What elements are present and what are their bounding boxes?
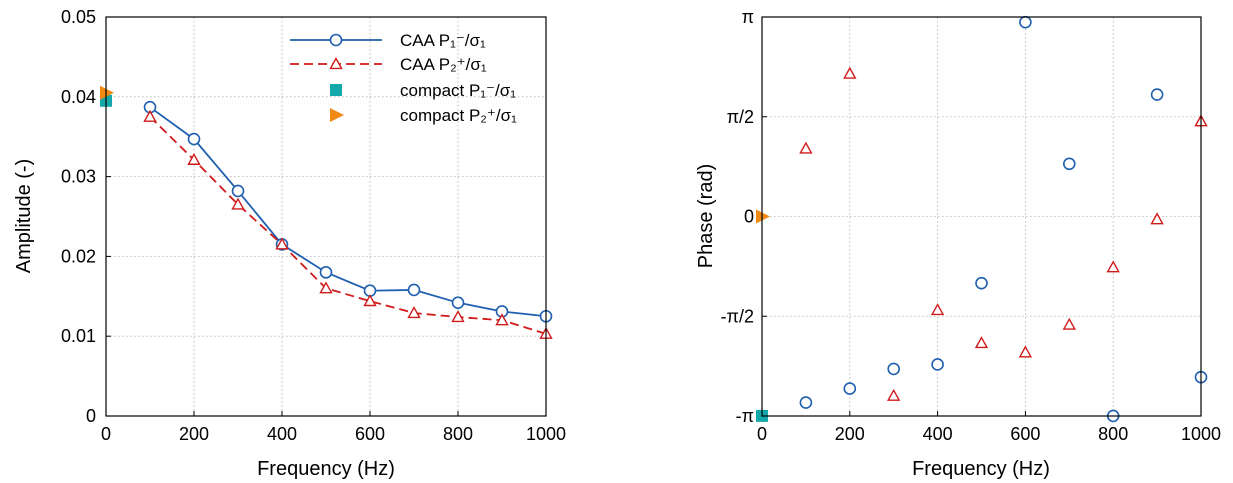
phase-caa-p2-marker [1062,317,1076,330]
phase-caa-p2-marker [799,141,813,154]
amplitude-caa-p2-marker [319,281,333,294]
phase-x-tick-label: 0 [757,424,767,444]
amplitude-x-tick-label: 800 [443,424,473,444]
amplitude-x-tick-label: 0 [101,424,111,444]
phase-chart: 0 200 400 600 800 1000 -π -π/2 0 π/2 π Frequency (… [695,7,1221,480]
amplitude-series [100,85,553,339]
phase-caa-p1-marker [887,362,901,376]
legend-compact-p1-marker [330,84,342,96]
phase-caa-p2-marker [1150,212,1164,225]
legend-caa-p1-marker [329,33,343,47]
phase-y-tick-label: 0 [744,207,754,227]
phase-caa-p2-marker [1106,260,1120,273]
amplitude-x-tick-label: 400 [267,424,297,444]
phase-y-tick-label: -π/2 [721,306,754,326]
phase-y-axis-label: Phase (rad) [695,164,717,269]
legend-entry-label: compact P₂⁺/σ₁ [400,106,517,125]
phase-compact-p2-marker [756,209,770,224]
amplitude-caa-p2-marker [231,197,245,210]
amplitude-caa-p2-marker [407,306,421,319]
amplitude-x-tick-label: 1000 [526,424,566,444]
phase-caa-p1-marker [1019,15,1032,29]
legend-entry-label: CAA P₂⁺/σ₁ [400,55,487,74]
phase-x-tick-label: 600 [1010,424,1040,444]
amplitude-caa-p2-marker [495,313,509,326]
amplitude-caa-p2-line [149,116,547,335]
phase-caa-p1-marker [799,396,813,409]
amplitude-compact-p2-marker [100,85,114,100]
amplitude-ticks: 0 200 400 600 800 1000 0 0.01 0.02 0.03 0.04 0.05 [61,7,566,444]
phase-x-axis-label: Frequency (Hz) [912,458,1050,480]
phase-x-tick-label: 200 [835,424,865,444]
amplitude-caa-p1-marker [319,266,333,279]
phase-y-tick-label: π [742,7,754,27]
phase-caa-p2-marker [887,388,901,401]
amplitude-caa-p2-marker [143,109,157,122]
phase-caa-p2-marker [843,66,857,79]
amplitude-x-tick-label: 600 [355,424,385,444]
phase-caa-p2-marker [930,303,945,316]
amplitude-grid [105,16,547,417]
amplitude-y-tick-label: 0 [86,406,96,426]
phase-caa-p1-marker [931,358,944,371]
amplitude-caa-p2-marker [275,237,289,250]
amplitude-y-tick-label: 0.04 [61,87,96,107]
amplitude-chart: 0 200 400 600 800 1000 0 0.01 0.02 0.03 0.04 0.05 F… [13,7,566,480]
phase-caa-p1-marker [843,382,857,395]
phase-grid [761,16,1202,417]
phase-x-tick-label: 1000 [1181,424,1221,444]
amplitude-y-tick-label: 0.01 [61,326,96,346]
phase-caa-p1-marker [1150,88,1164,101]
amplitude-y-tick-label: 0.02 [61,246,96,266]
phase-caa-p2-marker [1018,345,1033,358]
phase-caa-p1-marker [975,276,988,290]
phase-caa-p1-marker [1063,157,1076,171]
amplitude-caa-p1-line [149,106,547,318]
amplitude-caa-p2-marker [451,310,465,323]
phase-y-tick-label: -π [736,406,754,426]
phase-x-tick-label: 800 [1098,424,1128,444]
amplitude-caa-p1-marker [187,132,201,146]
phase-caa-p2-marker [974,336,989,349]
legend-entry-label: CAA P₁⁻/σ₁ [400,31,486,50]
phase-series [756,15,1208,423]
legend-entry-label: compact P₁⁻/σ₁ [400,81,516,100]
amplitude-y-tick-label: 0.05 [61,7,96,27]
amplitude-plot-frame [105,16,547,417]
legend-caa-p2-marker [329,57,343,70]
amplitude-y-axis-label: Amplitude (-) [13,159,35,273]
phase-ticks: 0 200 400 600 800 1000 -π -π/2 0 π/2 π [721,7,1221,444]
amplitude-caa-p2-marker [363,294,377,307]
amplitude-caa-p1-marker [231,184,245,198]
amplitude-x-tick-label: 200 [179,424,209,444]
phase-x-tick-label: 400 [923,424,953,444]
amplitude-y-tick-label: 0.03 [61,167,96,187]
amplitude-caa-p2-marker [187,152,201,165]
amplitude-caa-p1-marker [451,296,465,309]
amplitude-legend: CAA P₁⁻/σ₁ CAA P₂⁺/σ₁ compact P₁⁻/σ₁ compac… [290,31,517,125]
legend-compact-p2-marker [330,108,344,122]
amplitude-caa-p1-marker [407,283,421,297]
phase-y-tick-label: π/2 [727,107,754,127]
phase-plot-frame [761,16,1202,417]
amplitude-x-axis-label: Frequency (Hz) [257,458,395,480]
